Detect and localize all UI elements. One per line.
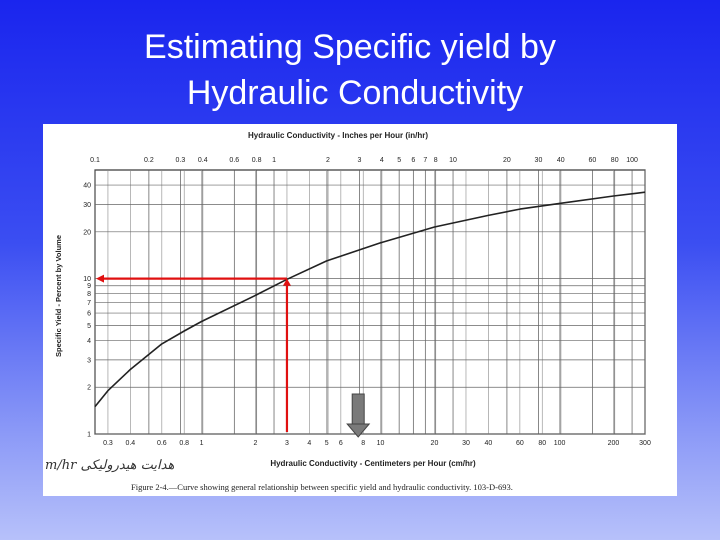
top-tick-label-80: 80 — [611, 157, 619, 164]
y-tick-label-6: 6 — [87, 311, 91, 318]
chart: 0.1 0.2 0.3 0.4 0.6 0.8 1 2 3 4 5 6 7 8 10 20 30 40 60 80 10… — [45, 131, 651, 492]
marker-arrow-shaft — [351, 393, 365, 425]
figure-panel: 0.1 0.2 0.3 0.4 0.6 0.8 1 2 3 4 5 6 7 8 10 20 30 40 60 80 10… — [43, 124, 677, 496]
bottom-tick-label-60: 60 — [516, 440, 524, 447]
bottom-tick-label-0.3: 0.3 — [103, 440, 113, 447]
bottom-tick-label-200: 200 — [608, 440, 620, 447]
top-tick-label-0.3: 0.3 — [176, 157, 186, 164]
top-tick-label-7: 7 — [423, 157, 427, 164]
bottom-tick-label-1: 1 — [200, 440, 204, 447]
annotation-arrowhead-left — [96, 274, 104, 283]
bottom-tick-label-6: 6 — [339, 440, 343, 447]
y-tick-label-7: 7 — [87, 300, 91, 307]
top-axis-label: Hydraulic Conductivity - Inches per Hour… — [248, 131, 428, 140]
bottom-tick-label-10: 10 — [377, 440, 385, 447]
top-tick-label-0.6: 0.6 — [229, 157, 239, 164]
bottom-tick-label-0.6: 0.6 — [157, 440, 167, 447]
y-tick-label-20: 20 — [83, 229, 91, 236]
curve-layer — [94, 191, 646, 408]
annotation-arrowhead-up — [282, 278, 291, 286]
bottom-tick-label-300: 300 — [639, 440, 651, 447]
bottom-tick-label-30: 30 — [462, 440, 470, 447]
bottom-tick-label-4: 4 — [307, 440, 311, 447]
handwritten-note: m/hr هدایت هیدرولیکی — [45, 458, 174, 473]
top-tick-label-3: 3 — [357, 157, 361, 164]
y-tick-label-9: 9 — [87, 283, 91, 290]
y-axis-label: Specific Yield - Percent by Volume — [54, 235, 63, 357]
grid — [94, 169, 646, 435]
top-tick-label-2: 2 — [326, 157, 330, 164]
top-tick-label-0.2: 0.2 — [144, 157, 154, 164]
bottom-tick-label-5: 5 — [325, 440, 329, 447]
y-tick-label-8: 8 — [87, 291, 91, 298]
bottom-tick-label-0.4: 0.4 — [125, 440, 135, 447]
marker-arrow-head — [346, 423, 371, 438]
top-tick-label-100: 100 — [626, 157, 638, 164]
y-tick-label-3: 3 — [87, 357, 91, 364]
bottom-tick-label-8: 8 — [361, 440, 365, 447]
top-tick-label-40: 40 — [557, 157, 565, 164]
bottom-tick-label-40: 40 — [484, 440, 492, 447]
y-tick-label-4: 4 — [87, 338, 91, 345]
curve-series-0 — [94, 191, 646, 408]
bottom-tick-label-20: 20 — [431, 440, 439, 447]
y-tick-label-30: 30 — [83, 202, 91, 209]
annotation-layer — [96, 274, 371, 438]
y-tick-label-40: 40 — [83, 183, 91, 190]
top-tick-label-20: 20 — [503, 157, 511, 164]
top-tick-label-6: 6 — [411, 157, 415, 164]
bottom-tick-label-2: 2 — [253, 440, 257, 447]
bottom-tick-label-100: 100 — [554, 440, 566, 447]
x-axis-label: Hydraulic Conductivity - Centimeters per… — [270, 459, 476, 468]
figure-caption: Figure 2-4.—Curve showing general relati… — [131, 482, 513, 492]
top-tick-label-5: 5 — [397, 157, 401, 164]
slide-title-line-2: Hydraulic Conductivity — [186, 74, 524, 112]
slide-title: Estimating Specific yield by Hydraulic C… — [0, 24, 700, 116]
top-tick-label-1: 1 — [272, 157, 276, 164]
top-tick-label-30: 30 — [535, 157, 543, 164]
y-tick-label-10: 10 — [83, 276, 91, 283]
top-tick-label-60: 60 — [588, 157, 596, 164]
top-tick-label-0.8: 0.8 — [252, 157, 262, 164]
slide-title-line-1: Estimating Specific yield by — [144, 28, 556, 66]
top-tick-label-10: 10 — [449, 157, 457, 164]
y-tick-label-5: 5 — [87, 323, 91, 330]
plot-frame — [94, 169, 646, 435]
tick-labels: 0.1 0.2 0.3 0.4 0.6 0.8 1 2 3 4 5 6 7 8 10 20 30 40 60 80 10… — [83, 157, 651, 447]
bottom-tick-label-3: 3 — [285, 440, 289, 447]
y-tick-label-2: 2 — [87, 385, 91, 392]
top-tick-label-0.1: 0.1 — [90, 157, 100, 164]
top-tick-label-8: 8 — [434, 157, 438, 164]
bottom-tick-label-80: 80 — [538, 440, 546, 447]
top-tick-label-0.4: 0.4 — [198, 157, 208, 164]
bottom-tick-label-0.8: 0.8 — [179, 440, 189, 447]
y-tick-label-1: 1 — [87, 432, 91, 439]
top-tick-label-4: 4 — [380, 157, 384, 164]
